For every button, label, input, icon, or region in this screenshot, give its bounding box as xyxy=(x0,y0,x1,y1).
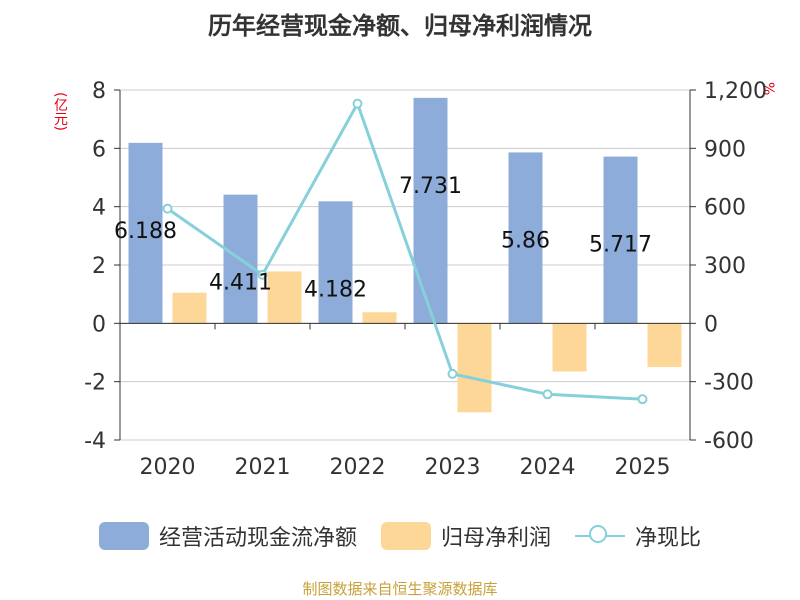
data-label-cash-2021: 4.411 xyxy=(209,271,272,296)
data-source-note: 制图数据来自恒生聚源数据库 xyxy=(302,580,498,598)
bar-profit-2022 xyxy=(362,312,397,324)
left-axis-tick-label: -4 xyxy=(84,429,106,454)
data-label-cash-2023: 7.731 xyxy=(399,174,462,199)
chart-title: 历年经营现金净额、归母净利润情况 xyxy=(208,12,592,40)
legend-item-ratio[interactable]: 净现比 xyxy=(575,520,701,552)
chart-legend: 经营活动现金流净额 归母净利润 净现比 xyxy=(0,516,800,556)
point-ratio-2023 xyxy=(447,368,458,379)
legend-label-cash: 经营活动现金流净额 xyxy=(158,526,357,551)
legend-label-ratio: 净现比 xyxy=(635,526,702,551)
point-ratio-2022 xyxy=(352,98,363,109)
point-ratio-2020 xyxy=(162,203,173,214)
right-axis-tick-label: 300 xyxy=(704,254,746,279)
legend-label-profit: 归母净利润 xyxy=(440,526,551,551)
bar-cash-2025 xyxy=(603,156,638,324)
point-ratio-2021 xyxy=(257,269,268,280)
data-label-cash-2020: 6.188 xyxy=(114,219,177,244)
bar-profit-2021 xyxy=(267,271,302,324)
x-axis-tick-label: 2022 xyxy=(330,455,386,480)
right-axis-unit: % xyxy=(760,82,776,96)
legend-swatch-ratio xyxy=(575,522,625,550)
bar-profit-2020 xyxy=(172,292,207,324)
x-axis-tick-label: 2024 xyxy=(520,455,576,480)
x-axis-tick-label: 2023 xyxy=(425,455,481,480)
left-axis-tick-label: 0 xyxy=(92,312,106,337)
right-axis-tick-label: 1,200 xyxy=(704,79,767,104)
bar-cash-2020 xyxy=(128,142,163,324)
bar-profit-2024 xyxy=(552,323,587,372)
legend-item-profit[interactable]: 归母净利润 xyxy=(380,520,551,552)
right-axis-tick-label: -600 xyxy=(704,429,754,454)
left-axis-tick-label: 8 xyxy=(92,79,106,104)
bar-cash-2022 xyxy=(318,201,353,324)
left-axis-tick-label: 6 xyxy=(92,137,106,162)
point-ratio-2024 xyxy=(542,389,553,400)
right-axis-tick-label: 600 xyxy=(704,196,746,221)
line-ratio xyxy=(166,99,643,401)
right-axis-tick-label: -300 xyxy=(704,371,754,396)
bar-profit-2025 xyxy=(647,323,682,368)
bar-cash-2023 xyxy=(413,97,448,324)
data-label-cash-2024: 5.86 xyxy=(501,228,550,253)
legend-item-cash[interactable]: 经营活动现金流净额 xyxy=(98,520,357,552)
data-label-cash-2022: 4.182 xyxy=(304,277,367,302)
right-axis-tick-label: 0 xyxy=(704,312,718,337)
bar-cash-2024 xyxy=(508,152,543,324)
data-label-cash-2025: 5.717 xyxy=(589,233,652,258)
right-axis-tick-label: 900 xyxy=(704,137,746,162)
bar-profit-2023 xyxy=(457,323,492,413)
left-axis-tick-label: 4 xyxy=(92,196,106,221)
left-axis-unit: (亿元) xyxy=(52,92,68,131)
left-axis-tick-label: 2 xyxy=(92,254,106,279)
x-axis-tick-label: 2025 xyxy=(615,455,671,480)
legend-swatch-cash xyxy=(98,522,149,550)
legend-swatch-profit xyxy=(380,522,431,550)
x-axis-tick-label: 2020 xyxy=(140,455,196,480)
x-axis-tick-label: 2021 xyxy=(235,455,291,480)
point-ratio-2025 xyxy=(637,394,648,405)
left-axis-tick-label: -2 xyxy=(84,371,106,396)
